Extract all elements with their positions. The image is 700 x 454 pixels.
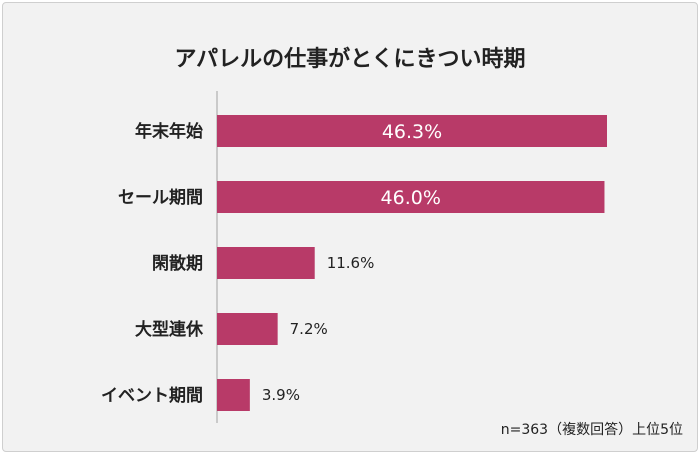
category-label: イベント期間 [101,386,203,406]
value-label: 46.3% [382,121,442,143]
bar [217,247,315,279]
value-label: 11.6% [327,254,375,272]
category-label: 年末年始 [135,121,203,142]
category-label: 大型連休 [135,319,204,340]
value-label: 7.2% [290,320,328,338]
value-label: 3.9% [262,386,300,404]
bar [217,181,605,213]
category-label: セール期間 [118,188,203,208]
bar [217,313,278,345]
chart-title: アパレルの仕事がとくにきつい時期 [174,47,526,72]
bar [217,379,250,411]
category-label: 閑散期 [152,253,203,274]
bar-chart: 年末年始 46.3% セール期間 46.0% 閑散期 11.6% 大型連休 7.2% イベント期… [101,91,607,423]
bar [217,115,607,147]
value-label: 46.0% [381,187,441,209]
sample-note: n=363（複数回答）上位5位 [500,422,683,438]
